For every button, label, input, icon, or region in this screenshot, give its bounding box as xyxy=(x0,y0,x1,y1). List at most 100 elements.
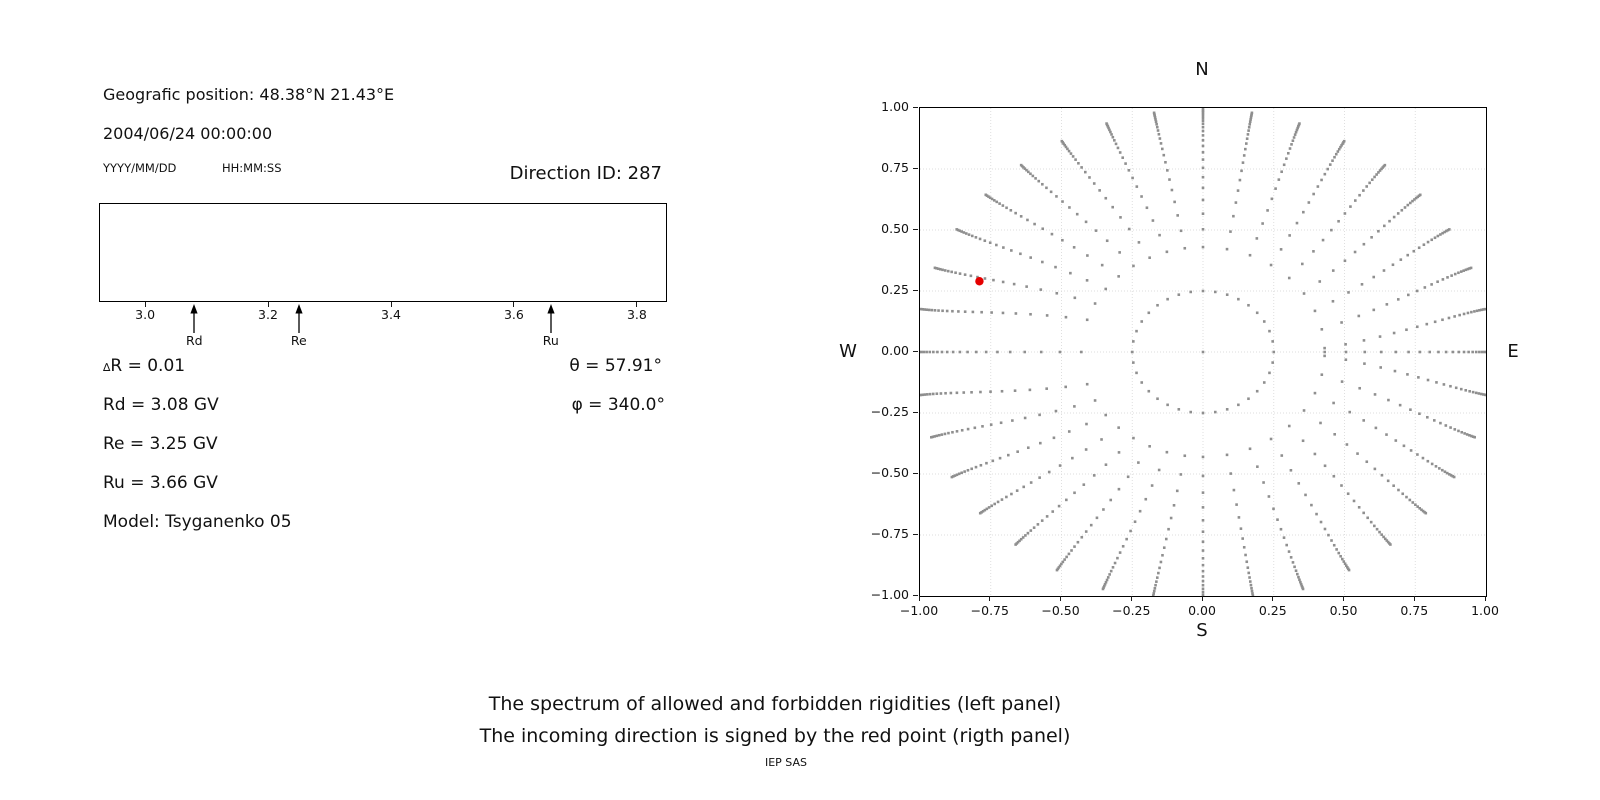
scatter-dot xyxy=(1323,346,1326,350)
phi-label: φ = 340.0° xyxy=(571,395,665,415)
scatter-dot xyxy=(1124,162,1127,165)
scatter-dot xyxy=(1247,303,1250,307)
scatter-dot xyxy=(1290,143,1293,146)
scatter-dot xyxy=(955,391,959,395)
scatter-dot xyxy=(974,236,978,239)
scatter-dot xyxy=(1029,312,1032,316)
scatter-dots-canvas xyxy=(920,108,1486,596)
scatter-dot xyxy=(1152,592,1156,595)
scatter-dot xyxy=(933,266,937,270)
scatter-dot xyxy=(1039,288,1043,291)
scatter-dot xyxy=(1268,329,1271,333)
scatter-dot xyxy=(1041,182,1044,186)
scatter-dot xyxy=(1393,369,1397,373)
scatter-dot xyxy=(1471,350,1474,354)
scatter-dot xyxy=(1468,389,1471,393)
scatter-dot xyxy=(964,232,968,235)
scatter-dot xyxy=(992,278,995,282)
scatter-dot xyxy=(1462,350,1466,354)
scatter-dot xyxy=(1337,219,1340,223)
scatter-dot xyxy=(1316,185,1320,188)
scatter-dot xyxy=(1245,560,1249,564)
rigidity-spectrum-plot: 3.0 3.2 3.4 3.6 3.8 Rd Re Ru xyxy=(99,203,667,403)
scatter-dot xyxy=(1249,583,1253,587)
scatter-dot xyxy=(1327,533,1330,537)
scatter-dot xyxy=(1386,479,1390,483)
scatter-dot xyxy=(1416,195,1419,199)
x-axis-tick xyxy=(1343,596,1344,601)
scatter-dot xyxy=(1417,376,1420,379)
scatter-dot xyxy=(1279,527,1283,531)
y-axis-tick-label: 0.00 xyxy=(881,343,909,358)
scatter-dot xyxy=(1201,151,1205,154)
scatter-dot xyxy=(1121,156,1125,159)
scatter-dot xyxy=(1037,179,1041,183)
scatter-dot xyxy=(1248,576,1251,579)
scatter-dot xyxy=(1453,315,1456,318)
scatter-dot xyxy=(1418,193,1422,197)
scatter-dot xyxy=(1038,413,1041,417)
scatter-dot xyxy=(1296,126,1299,130)
scatter-dot xyxy=(1315,512,1318,516)
scatter-dot xyxy=(1201,186,1205,190)
scatter-dot xyxy=(1478,350,1481,354)
scatter-dot xyxy=(1250,586,1253,590)
scatter-dot xyxy=(1480,308,1483,312)
scatter-dot xyxy=(1072,246,1076,249)
scatter-dot xyxy=(1164,537,1168,541)
scatter-dot xyxy=(1140,381,1144,384)
scatter-dot xyxy=(1237,403,1240,407)
scatter-dot xyxy=(1368,181,1371,185)
scatter-dot xyxy=(1462,269,1466,272)
scatter-dot xyxy=(1201,289,1205,293)
scatter-dot xyxy=(1481,308,1485,311)
scatter-dot xyxy=(1247,129,1250,132)
scatter-dot xyxy=(1332,401,1335,405)
scatter-dot xyxy=(980,510,983,514)
scatter-dot xyxy=(1104,196,1108,200)
scatter-dot xyxy=(1414,503,1417,506)
scatter-dot xyxy=(1213,410,1217,414)
scatter-dot xyxy=(1148,256,1151,259)
scatter-dot xyxy=(1344,564,1348,567)
scatter-dot xyxy=(1131,176,1134,180)
scatter-dot xyxy=(1244,553,1247,557)
scatter-dot xyxy=(1242,546,1246,549)
ru-label: Ru = 3.66 GV xyxy=(103,473,218,493)
scatter-dot xyxy=(1047,470,1051,474)
scatter-dot xyxy=(1270,197,1274,201)
scatter-dot xyxy=(1266,209,1269,212)
scatter-dot xyxy=(1450,274,1453,277)
scatter-dot xyxy=(1240,169,1243,173)
scatter-dot xyxy=(1399,258,1403,261)
scatter-dot xyxy=(1051,510,1055,513)
scatter-dot xyxy=(1023,350,1027,354)
scatter-dot xyxy=(1132,361,1135,364)
scatter-dot xyxy=(974,350,978,354)
scatter-dot xyxy=(1454,386,1458,390)
scatter-dot xyxy=(1417,246,1421,250)
scatter-dot xyxy=(970,234,974,238)
scatter-dot xyxy=(933,309,937,312)
scatter-dot xyxy=(1280,454,1284,457)
scatter-dot xyxy=(1201,569,1205,573)
scatter-dot xyxy=(1201,491,1205,494)
scatter-dot xyxy=(967,233,971,236)
scatter-dot xyxy=(1058,564,1062,568)
scatter-dot xyxy=(1249,116,1253,119)
scatter-dot xyxy=(1293,565,1296,569)
x-axis-tick-label: −0.25 xyxy=(1112,603,1151,618)
scatter-dot xyxy=(1104,463,1108,466)
scatter-dot xyxy=(1389,543,1392,546)
scatter-dot xyxy=(1339,145,1342,149)
scatter-dot xyxy=(1075,212,1079,216)
scatter-dot xyxy=(1234,201,1238,204)
scatter-dot xyxy=(1334,152,1338,156)
scatter-dot xyxy=(1449,426,1452,429)
scatter-dot xyxy=(1104,413,1108,417)
scatter-dot xyxy=(1016,450,1019,453)
scatter-dot xyxy=(1320,328,1324,331)
scatter-dot xyxy=(1066,147,1069,151)
scatter-dot xyxy=(1251,592,1254,595)
scatter-dot xyxy=(1023,416,1027,420)
